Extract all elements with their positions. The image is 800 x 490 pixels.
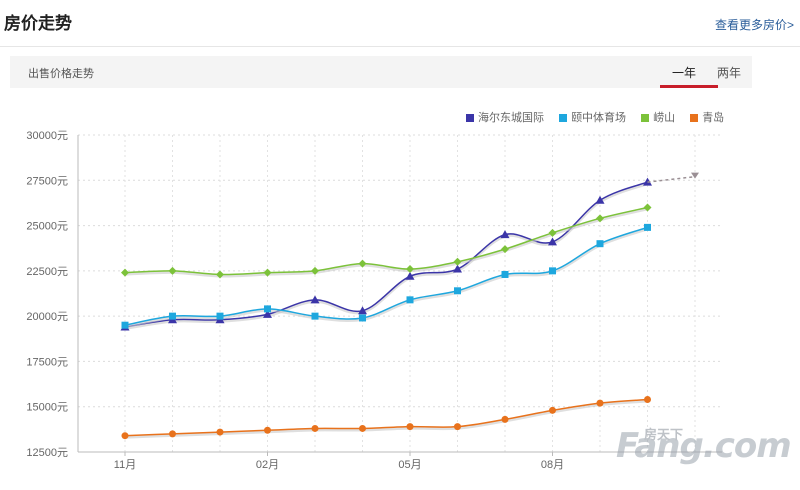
series-line-shadow xyxy=(124,207,648,278)
data-point-square xyxy=(121,321,129,329)
data-point-diamond xyxy=(501,245,509,254)
data-point-square xyxy=(311,312,319,320)
header: 房价走势 查看更多房价> xyxy=(0,0,800,47)
data-point-triangle xyxy=(405,271,415,280)
legend-label: 颐中体育场 xyxy=(571,112,627,124)
data-point-triangle xyxy=(500,230,510,239)
data-point-circle xyxy=(501,415,509,423)
data-point-circle xyxy=(596,399,604,407)
series-line xyxy=(124,206,648,276)
legend-swatch-square-icon xyxy=(466,114,474,122)
x-tick-label: 11月 xyxy=(114,459,136,471)
tab-one-year[interactable]: 一年 xyxy=(672,66,697,80)
series-line xyxy=(124,398,648,437)
y-tick-label: 27500元 xyxy=(26,175,68,187)
data-point-diamond xyxy=(121,268,129,277)
data-point-circle xyxy=(169,430,176,438)
watermark-cn: 房天下 xyxy=(644,428,684,443)
data-point-square xyxy=(454,287,461,295)
data-point-square xyxy=(549,267,556,275)
data-point-circle xyxy=(644,395,651,403)
y-tick-label: 20000元 xyxy=(26,311,68,323)
data-point-triangle xyxy=(263,309,272,318)
x-tick-label: 08月 xyxy=(541,459,564,471)
legend-item[interactable]: 颐中体育场 xyxy=(559,109,626,125)
data-point-diamond xyxy=(548,228,557,237)
data-point-diamond xyxy=(168,266,177,275)
data-point-circle xyxy=(549,406,556,414)
data-point-square xyxy=(216,312,224,320)
legend-swatch-square-icon xyxy=(559,114,568,122)
series-line-shadow xyxy=(124,227,648,329)
data-point-square xyxy=(596,240,604,248)
x-tick-label: 05月 xyxy=(398,459,421,471)
series-line-shadow xyxy=(124,399,648,439)
data-point-square xyxy=(359,314,366,322)
chart-legend: 海尔东城国际 颐中体育场 崂山 青岛 xyxy=(466,109,736,125)
data-point-square xyxy=(169,312,176,320)
data-point-circle xyxy=(264,426,271,434)
chart-subtitle: 出售价格走势 xyxy=(28,68,94,80)
data-point-circle xyxy=(359,424,366,432)
data-point-diamond xyxy=(358,259,367,268)
data-point-circle xyxy=(216,428,224,436)
legend-swatch-square-icon xyxy=(641,114,650,122)
legend-swatch-square-icon xyxy=(690,114,699,122)
watermark-main: Fang.com xyxy=(616,426,792,466)
data-point-diamond xyxy=(216,270,224,279)
y-tick-label: 25000元 xyxy=(26,221,68,233)
legend-item[interactable]: 海尔东城国际 xyxy=(466,109,544,125)
y-tick-label: 22500元 xyxy=(26,266,68,278)
data-point-triangle xyxy=(548,237,557,246)
legend-item[interactable]: 青岛 xyxy=(690,109,724,125)
data-point-triangle xyxy=(595,195,605,204)
legend-label: 青岛 xyxy=(702,112,725,124)
data-point-square xyxy=(264,305,271,313)
data-point-square xyxy=(644,223,651,231)
data-point-square xyxy=(406,296,414,304)
fang-logo-watermark: 房天下 Fang.com xyxy=(616,426,792,466)
data-point-diamond xyxy=(453,257,462,266)
data-point-circle xyxy=(311,424,319,432)
data-point-triangle xyxy=(453,264,462,273)
data-point-circle xyxy=(121,432,129,440)
series-line xyxy=(124,226,648,326)
page-title: 房价走势 xyxy=(4,14,72,33)
x-tick-label: 02月 xyxy=(256,459,279,471)
legend-item[interactable]: 崂山 xyxy=(641,109,675,125)
data-point-triangle xyxy=(358,306,367,315)
data-point-diamond xyxy=(311,266,319,275)
data-point-diamond xyxy=(406,265,414,274)
forecast-line xyxy=(647,175,696,183)
y-tick-label: 17500元 xyxy=(26,356,68,368)
forecast-point xyxy=(691,172,699,179)
data-point-circle xyxy=(406,423,414,431)
legend-label: 海尔东城国际 xyxy=(478,112,544,124)
active-tab-indicator xyxy=(660,85,718,88)
more-prices-link[interactable]: 查看更多房价> xyxy=(714,18,794,32)
y-tick-label: 12500元 xyxy=(26,447,68,459)
data-point-diamond xyxy=(643,203,652,212)
chart-subheader: 出售价格走势 一年 两年 xyxy=(10,56,752,88)
data-point-square xyxy=(501,270,509,278)
data-point-circle xyxy=(454,423,461,431)
legend-label: 崂山 xyxy=(653,112,676,124)
data-point-triangle xyxy=(310,295,320,304)
y-tick-label: 15000元 xyxy=(26,402,68,414)
series-line xyxy=(124,181,648,328)
tab-two-years[interactable]: 两年 xyxy=(717,66,742,80)
y-tick-label: 30000元 xyxy=(26,130,68,142)
data-point-diamond xyxy=(596,214,604,223)
data-point-diamond xyxy=(263,268,272,277)
series-line-shadow xyxy=(124,182,649,330)
